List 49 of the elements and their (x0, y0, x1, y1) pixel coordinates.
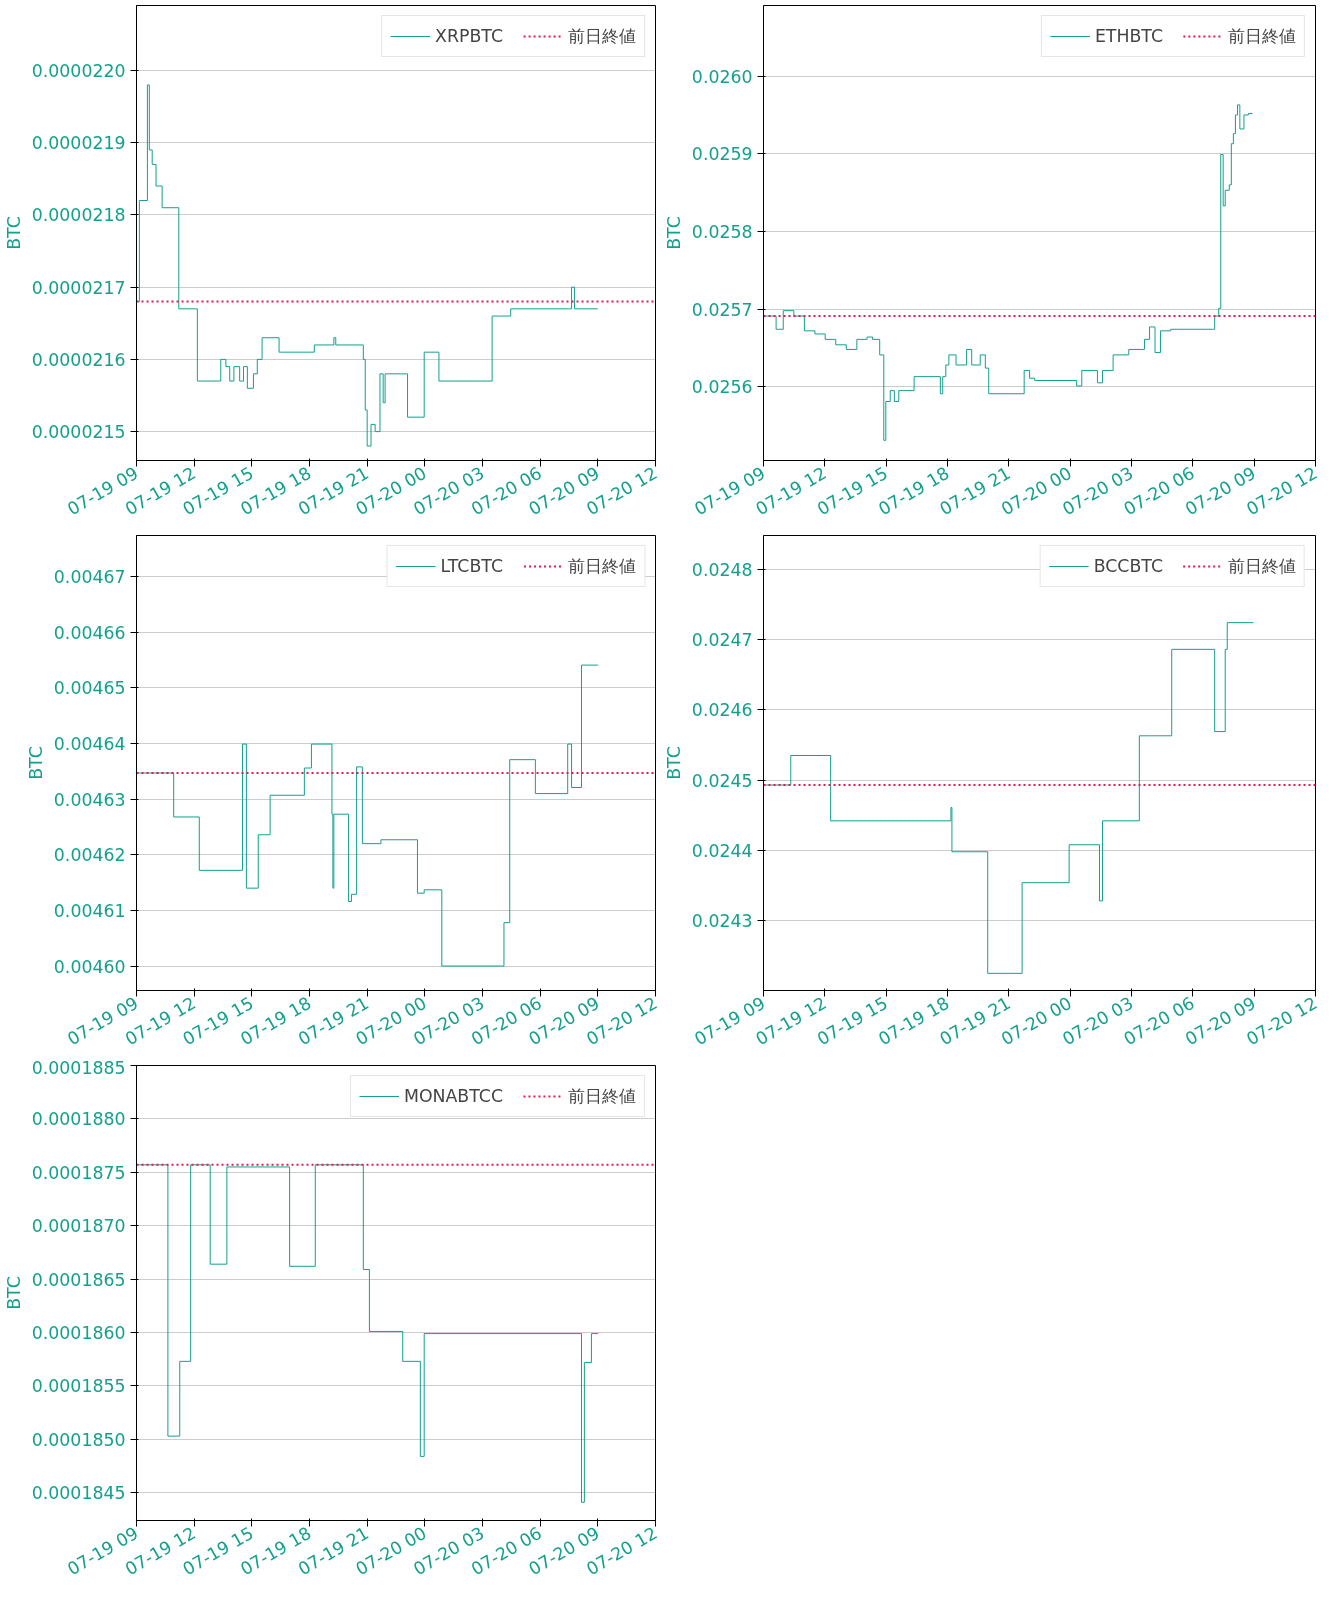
y-tick-label: 0.0000220 (31, 61, 126, 81)
y-tick-label: 0.0247 (691, 630, 753, 651)
y-tick-label: 0.00467 (53, 567, 126, 588)
y-tick-label: 0.00462 (53, 845, 126, 866)
y-tick-label: 0.0258 (691, 221, 753, 242)
y-tick-label: 0.0001875 (31, 1162, 126, 1183)
y-tick-label: 0.0244 (691, 840, 753, 861)
legend-label: 前日終値 (1228, 25, 1296, 48)
y-tick-label: 0.0000216 (31, 349, 126, 370)
y-tick-label: 0.0243 (691, 911, 753, 932)
y-tick-label: 0.0000215 (31, 422, 126, 443)
legend-label: BCCBTC (1093, 556, 1163, 576)
y-tick-label: 0.0000218 (31, 205, 126, 226)
y-axis-title: BTC (25, 746, 46, 780)
legend-label: ETHBTC (1094, 26, 1163, 46)
y-tick-label: 0.0000219 (31, 133, 126, 154)
y-axis-title: BTC (663, 216, 684, 250)
legend-label: 前日終値 (568, 25, 636, 48)
y-tick-label: 0.0246 (691, 700, 753, 721)
y-tick-label: 0.00465 (53, 678, 126, 699)
y-tick-label: 0.0259 (691, 144, 753, 165)
y-tick-label: 0.0260 (691, 66, 753, 87)
y-tick-label: 0.00461 (53, 900, 126, 921)
y-tick-label: 0.00460 (53, 956, 126, 977)
y-tick-label: 0.00464 (53, 734, 126, 755)
y-tick-label: 0.0001865 (31, 1269, 126, 1290)
y-tick-label: 0.0256 (691, 377, 753, 398)
legend-label: 前日終値 (1228, 555, 1296, 578)
legend-label: LTCBTC (440, 556, 503, 576)
y-tick-label: 0.0001880 (31, 1109, 126, 1130)
y-axis-title: BTC (3, 1276, 24, 1310)
y-tick-label: 0.0001860 (31, 1323, 126, 1344)
y-tick-label: 0.00466 (53, 622, 126, 643)
y-tick-label: 0.0001855 (31, 1376, 126, 1397)
y-tick-label: 0.0257 (691, 299, 753, 320)
y-tick-label: 0.0245 (691, 770, 753, 791)
y-tick-label: 0.00463 (53, 789, 126, 810)
y-axis-title: BTC (3, 216, 24, 250)
y-tick-label: 0.0001885 (31, 1057, 126, 1078)
legend-label: XRPBTC (435, 26, 503, 46)
y-tick-label: 0.0001850 (31, 1429, 126, 1450)
legend-label: 前日終値 (568, 555, 636, 578)
y-tick-label: 0.0001870 (31, 1216, 126, 1237)
y-tick-label: 0.0248 (691, 559, 753, 580)
y-axis-title: BTC (663, 746, 684, 780)
y-tick-label: 0.0001845 (31, 1483, 126, 1504)
legend-label: 前日終値 (568, 1085, 636, 1108)
y-tick-label: 0.0000217 (31, 277, 126, 298)
legend-label: MONABTCC (403, 1086, 503, 1106)
